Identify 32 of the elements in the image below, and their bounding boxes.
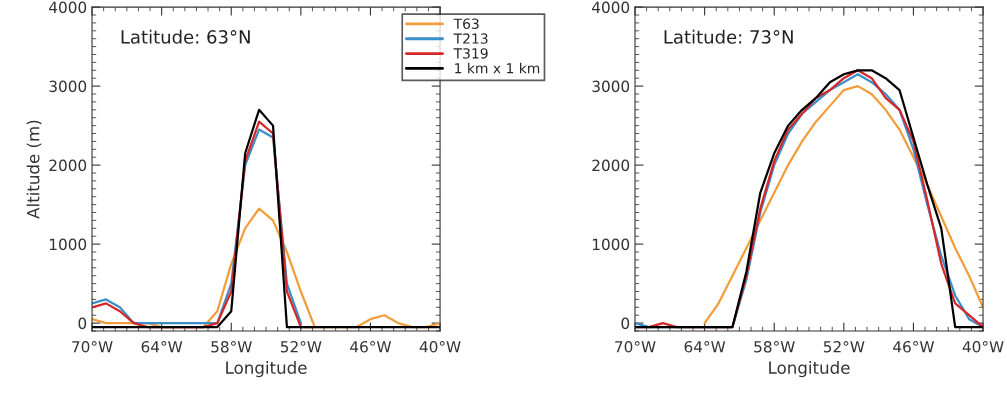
x-tick-label: 40°W	[962, 341, 1004, 353]
annotation: Latitude: 63°N	[121, 29, 250, 44]
y-tick-label: 2000	[49, 159, 87, 172]
x-tick-label: 70°W	[72, 341, 113, 353]
x-tick-label: 70°W	[615, 341, 656, 353]
legend-label: T213	[453, 33, 488, 44]
x-axis-title: Longitude	[226, 361, 307, 378]
x-axis-title: Longitude	[769, 361, 850, 378]
x-tick-label: 64°W	[684, 341, 726, 353]
x-tick-label: 46°W	[893, 341, 935, 353]
y-tick-label: 3000	[592, 80, 630, 93]
y-axis-title: Altitude (m)	[26, 120, 42, 219]
x-tick-label: 58°W	[211, 341, 252, 353]
y-tick-label: 4000	[49, 1, 87, 14]
y-tick-label: 1000	[49, 238, 87, 251]
legend-label: 1 km x 1 km	[455, 62, 540, 74]
y-tick-label: 3000	[49, 80, 87, 93]
x-tick-label: 52°W	[280, 341, 322, 353]
x-tick-label: 58°W	[754, 341, 795, 353]
x-tick-label: 52°W	[823, 341, 865, 353]
annotation: Latitude: 73°N	[664, 29, 793, 44]
y-tick-label: 0	[621, 317, 630, 330]
line-series	[703, 85, 984, 325]
x-tick-label: 46°W	[350, 341, 392, 353]
y-tick-label: 2000	[592, 159, 630, 172]
x-tick-label: 64°W	[141, 341, 183, 353]
y-tick-label: 1000	[592, 238, 630, 251]
x-tick-label: 40°W	[419, 341, 461, 353]
legend-label: T63	[453, 18, 479, 29]
legend-label: T319	[453, 48, 488, 59]
y-tick-label: 0	[78, 317, 87, 330]
y-tick-label: 4000	[592, 1, 630, 14]
